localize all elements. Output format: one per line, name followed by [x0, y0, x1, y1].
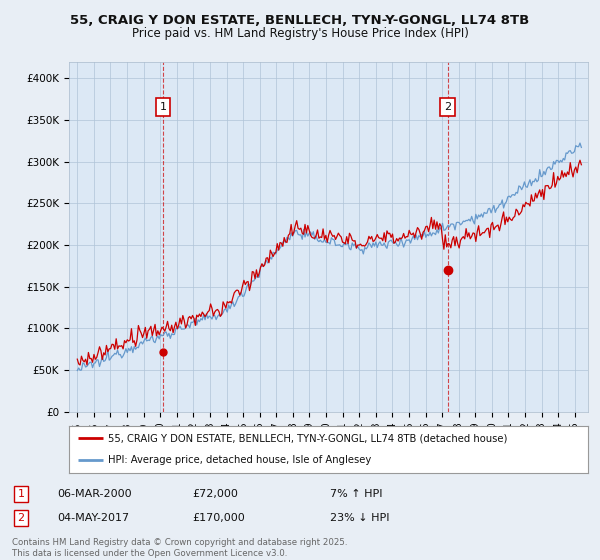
Text: 55, CRAIG Y DON ESTATE, BENLLECH, TYN-Y-GONGL, LL74 8TB (detached house): 55, CRAIG Y DON ESTATE, BENLLECH, TYN-Y-… [108, 433, 508, 444]
Text: 2: 2 [17, 513, 25, 523]
Text: 04-MAY-2017: 04-MAY-2017 [57, 513, 129, 523]
Text: 55, CRAIG Y DON ESTATE, BENLLECH, TYN-Y-GONGL, LL74 8TB: 55, CRAIG Y DON ESTATE, BENLLECH, TYN-Y-… [70, 14, 530, 27]
Text: Contains HM Land Registry data © Crown copyright and database right 2025.
This d: Contains HM Land Registry data © Crown c… [12, 538, 347, 558]
Text: 06-MAR-2000: 06-MAR-2000 [57, 489, 131, 499]
Text: HPI: Average price, detached house, Isle of Anglesey: HPI: Average price, detached house, Isle… [108, 455, 371, 465]
Text: 2: 2 [444, 102, 451, 112]
Text: 7% ↑ HPI: 7% ↑ HPI [330, 489, 383, 499]
Text: £72,000: £72,000 [192, 489, 238, 499]
Text: 1: 1 [17, 489, 25, 499]
Text: Price paid vs. HM Land Registry's House Price Index (HPI): Price paid vs. HM Land Registry's House … [131, 27, 469, 40]
Text: 1: 1 [160, 102, 167, 112]
Text: £170,000: £170,000 [192, 513, 245, 523]
Text: 23% ↓ HPI: 23% ↓ HPI [330, 513, 389, 523]
